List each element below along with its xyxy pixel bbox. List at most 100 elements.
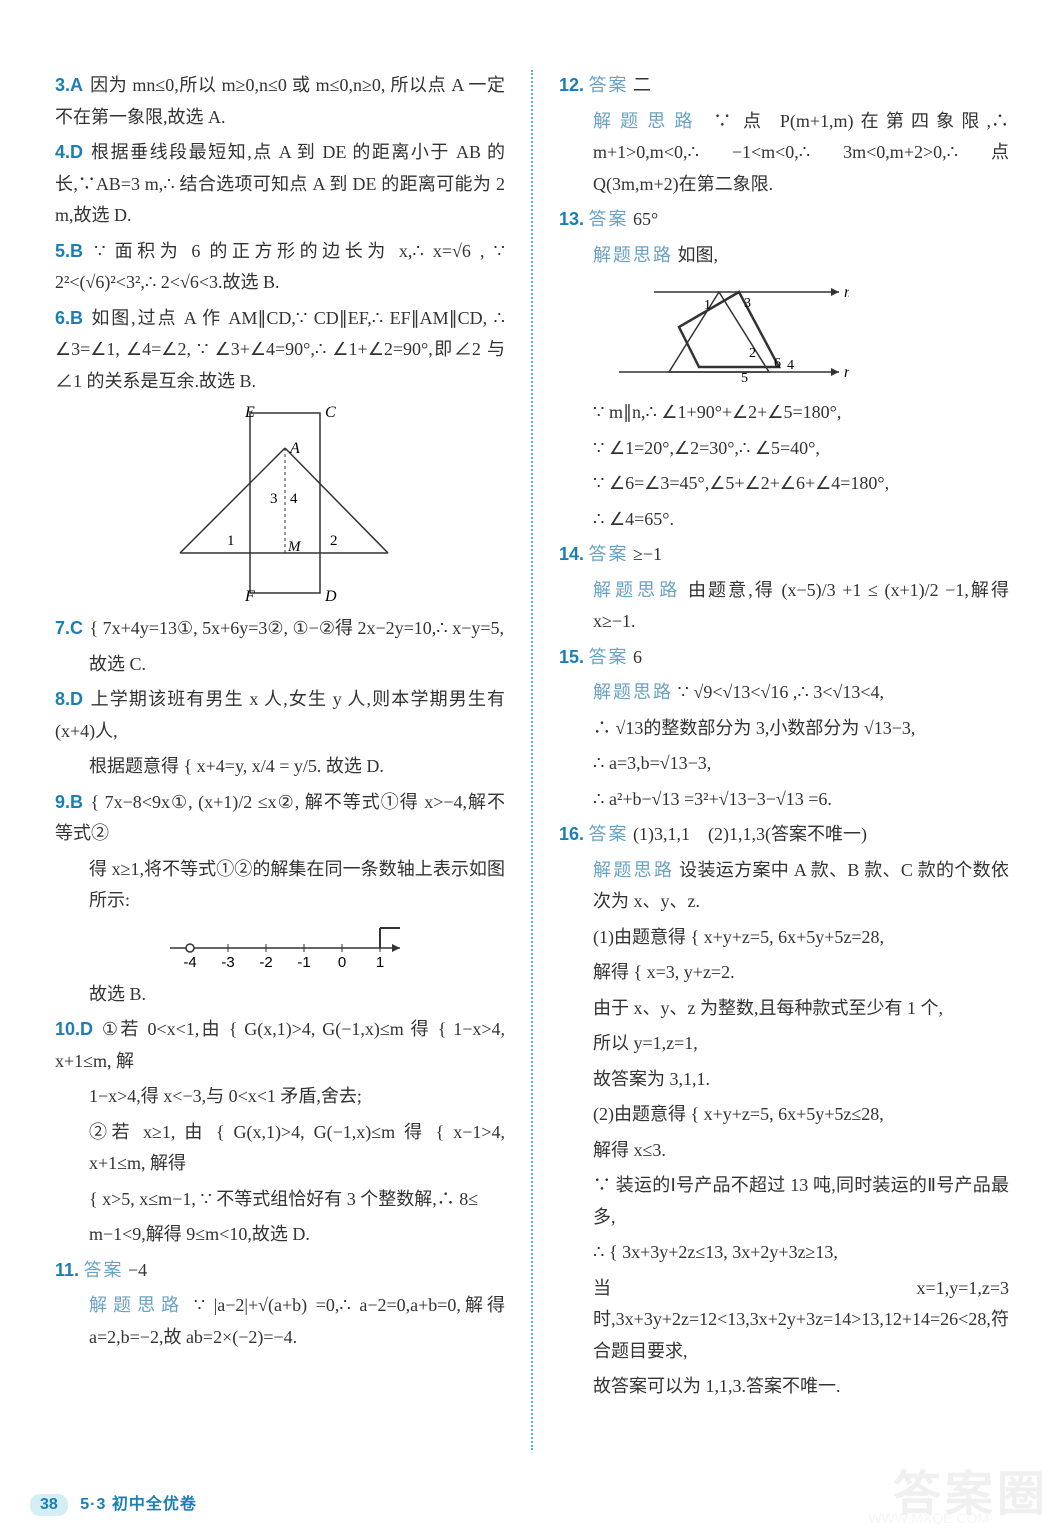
hint-label: 解题思路 [593,682,673,702]
svg-text:3: 3 [744,296,751,311]
svg-text:-3: -3 [221,954,234,971]
q15-l1: ∵ √9<√13<√16 ,∴ 3<√13<4, [678,682,885,702]
svg-text:1: 1 [376,954,384,971]
q16-p1a: (1)由题意得 { x+y+z=5, 6x+5y+5z=28, [559,922,1009,954]
q16-number: 16. [559,824,584,844]
q5: 5.B ∵ 面积为 6 的正方形的边长为 x,∴ x=√6 , ∵ 2²<(√6… [55,236,505,299]
q7-answer: C [70,618,83,638]
svg-text:2: 2 [330,533,338,549]
hint-label: 解题思路 [593,580,681,600]
q15-number: 15. [559,647,584,667]
q10: 10.D ①若 0<x<1,由 { G(x,1)>4, G(−1,x)≤m 得 … [55,1014,505,1077]
q3: 3.A 因为 mn≤0,所以 m≥0,n≤0 或 m≤0,n≥0, 所以点 A … [55,70,505,133]
q8-cont: 根据题意得 { x+4=y, x/4 = y/5. 故选 D. [55,751,505,783]
q16-p1c: 由于 x、y、z 为整数,且每种款式至少有 1 个, [559,993,1009,1025]
q5-number: 5. [55,241,70,261]
q11: 11. 答案 −4 [55,1255,505,1287]
hint-label: 解题思路 [593,245,673,265]
q3-number: 3. [55,75,70,95]
svg-text:4: 4 [787,358,794,373]
svg-text:3: 3 [270,491,278,507]
q13-l2: ∵ ∠1=20°,∠2=30°,∴ ∠5=40°, [559,433,1009,465]
two-column-layout: 3.A 因为 mn≤0,所以 m≥0,n≤0 或 m≤0,n≥0, 所以点 A … [55,70,1009,1450]
svg-text:-1: -1 [297,954,310,971]
answer-label: 答案 [589,209,629,229]
q13-answer: 65° [633,209,658,229]
q10-c5: m−1<9,解得 9≤m<10,故选 D. [55,1219,505,1251]
q14-answer: ≥−1 [633,544,662,564]
q7-number: 7. [55,618,70,638]
svg-text:1: 1 [227,533,235,549]
q8-text1: 上学期该班有男生 x 人,女生 y 人,则本学期男生有(x+4)人, [55,689,505,741]
column-divider [531,70,533,1450]
svg-text:n: n [844,364,849,381]
q9-text1: { 7x−8<9x①, (x+1)/2 ≤x②, 解不等式①得 x>−4,解不等… [55,792,505,844]
q13-number: 13. [559,209,584,229]
answer-label: 答案 [589,824,629,844]
q15: 15. 答案 6 [559,642,1009,674]
q16-pre: 解题思路 设装运方案中 A 款、B 款、C 款的个数依次为 x、y、z. [559,855,1009,918]
q12-sol: 解题思路 ∵ 点 P(m+1,m)在第四象限,∴ m+1>0,m<0,∴ −1<… [559,106,1009,201]
q16-p2f: 故答案可以为 1,1,3.答案不唯一. [559,1371,1009,1403]
q8-number: 8. [55,689,70,709]
svg-text:5: 5 [741,371,748,386]
svg-text:-4: -4 [183,954,196,971]
q10-c2: 1−x>4,得 x<−3,与 0<x<1 矛盾,舍去; [55,1081,505,1113]
hint-label: 解题思路 [593,111,702,131]
q5-answer: B [70,241,83,261]
q16-answer: (1)3,1,1 (2)1,1,3(答案不唯一) [633,824,867,844]
svg-text:M: M [287,539,302,555]
watermark-url: WWW.MXQE.COM [868,1510,989,1526]
q12-answer: 二 [633,75,651,95]
q14-sol: 解题思路 由题意,得 (x−5)/3 +1 ≤ (x+1)/2 −1,解得 x≥… [559,575,1009,638]
q13: 13. 答案 65° [559,204,1009,236]
q10-number: 10. [55,1019,80,1039]
q9-cont1: 得 x≥1,将不等式①②的解集在同一条数轴上表示如图所示: [55,854,505,917]
svg-text:1: 1 [704,298,711,313]
hint-label: 解题思路 [593,860,674,880]
q7-text1: { 7x+4y=13①, 5x+6y=3②, ①−②得 2x−2y=10,∴ x… [90,618,505,638]
q16-p2e: 当 x=1,y=1,z=3 时,3x+3y+2z=12<13,3x+2y+3z=… [559,1273,1009,1368]
q14: 14. 答案 ≥−1 [559,539,1009,571]
series-title: 5·3 初中全优卷 [80,1496,197,1513]
q4-text: 根据垂线段最短知,点 A 到 DE 的距离小于 AB 的长,∵AB=3 m,∴ … [55,142,505,225]
figure-q6: E C F D A 3 4 1 2 M [170,403,390,603]
q10-c3: ②若 x≥1, 由 { G(x,1)>4, G(−1,x)≤m 得 { x−1>… [55,1117,505,1180]
q16-p2b: 解得 x≤3. [559,1135,1009,1167]
answer-label: 答案 [84,1260,124,1280]
page-number: 38 [30,1494,68,1516]
q3-answer: A [70,75,83,95]
q15-answer: 6 [633,647,642,667]
q3-text: 因为 mn≤0,所以 m≥0,n≤0 或 m≤0,n≥0, 所以点 A 一定不在… [55,75,505,127]
q9-answer: B [70,792,83,812]
q16-p1e: 故答案为 3,1,1. [559,1064,1009,1096]
q11-number: 11. [55,1260,79,1280]
q13-l3: ∵ ∠6=∠3=45°,∠5+∠2+∠6+∠4=180°, [559,468,1009,500]
page-footer: 38 5·3 初中全优卷 [30,1490,197,1516]
svg-text:D: D [324,588,337,603]
answer-label: 答案 [589,647,629,667]
q8-answer: D [70,689,83,709]
q10-text1: ①若 0<x<1,由 { G(x,1)>4, G(−1,x)≤m 得 { 1−x… [55,1019,505,1071]
q16-p2d: ∴ { 3x+3y+2z≤13, 3x+2y+3z≥13, [559,1237,1009,1269]
q15-l3: ∴ a=3,b=√13−3, [559,748,1009,780]
q15-l2: ∴ √13的整数部分为 3,小数部分为 √13−3, [559,713,1009,745]
q11-answer: −4 [128,1260,147,1280]
svg-text:F: F [244,588,255,603]
q16-p1b: 解得 { x=3, y+z=2. [559,957,1009,989]
q6-number: 6. [55,308,70,328]
svg-text:C: C [325,404,336,421]
figure-q13: m n 1 3 2 6 4 5 [599,277,849,387]
q11-sol: 解题思路 ∵ |a−2|+√(a+b) =0,∴ a−2=0,a+b=0,解得 … [55,1290,505,1353]
q10-answer: D [80,1019,93,1039]
q12: 12. 答案 二 [559,70,1009,102]
q6: 6.B 如图,过点 A 作 AM∥CD,∵ CD∥EF,∴ EF∥AM∥CD, … [55,303,505,398]
q4: 4.D 根据垂线段最短知,点 A 到 DE 的距离小于 AB 的长,∵AB=3 … [55,137,505,232]
svg-text:-2: -2 [259,954,272,971]
q15-h: 解题思路 ∵ √9<√13<√16 ,∴ 3<√13<4, [559,677,1009,709]
q13-pre: 解题思路 如图, [559,240,1009,272]
q7-cont: 故选 C. [55,649,505,681]
svg-text:6: 6 [774,356,781,371]
q4-number: 4. [55,142,70,162]
svg-text:4: 4 [290,491,298,507]
